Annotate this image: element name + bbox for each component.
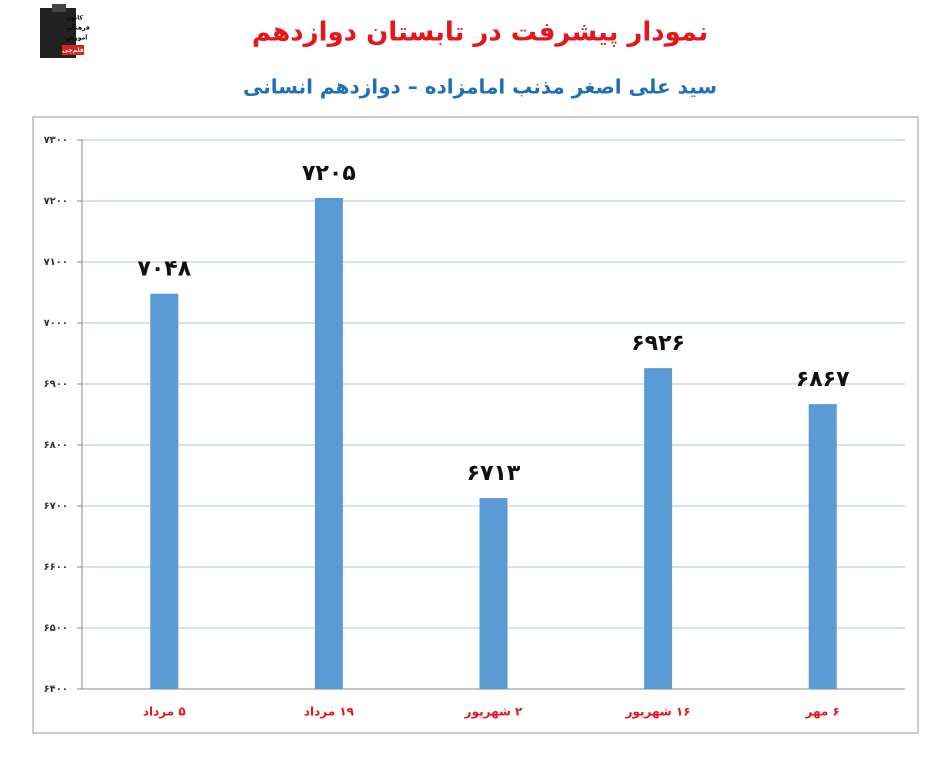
logo-text: آموزش — [66, 33, 88, 42]
logo-cap — [52, 4, 66, 12]
y-tick-label: ۶۶۰۰ — [44, 562, 68, 573]
bar — [808, 404, 837, 689]
logo: کانون فرهنگی آموزش قلم‌چی — [40, 4, 90, 58]
y-tick-label: ۷۱۰۰ — [44, 257, 68, 268]
logo-text: فرهنگی — [66, 24, 90, 32]
chart-subtitle: سید علی اصغر مذنب امامزاده – دوازدهم انس… — [243, 75, 717, 99]
y-tick-label: ۷۰۰۰ — [44, 318, 68, 329]
x-tick-label: ۱۹ مرداد — [304, 705, 355, 719]
y-tick-label: ۶۹۰۰ — [44, 379, 68, 390]
bar — [314, 197, 343, 689]
y-tick-label: ۶۷۰۰ — [44, 501, 68, 512]
bar — [479, 498, 508, 689]
y-tick-label: ۶۵۰۰ — [44, 623, 68, 634]
y-tick-label: ۶۴۰۰ — [44, 684, 68, 695]
bar — [150, 293, 179, 689]
data-label: ۷۲۰۵ — [302, 161, 356, 186]
x-tick-label: ۲ شهریور — [464, 705, 523, 720]
bar — [644, 368, 673, 689]
logo-text: کانون — [66, 15, 83, 22]
x-tick-label: ۱۶ شهریور — [625, 705, 691, 720]
chart-title: نمودار پیشرفت در تابستان دوازدهم — [252, 18, 708, 48]
data-label: ۷۰۴۸ — [137, 257, 191, 282]
data-label: ۶۸۶۷ — [796, 367, 850, 392]
x-tick-label: ۶ مهر — [805, 705, 840, 719]
x-tick-label: ۵ مرداد — [143, 705, 186, 719]
logo-text: قلم‌چی — [62, 47, 84, 54]
y-tick-label: ۷۳۰۰ — [44, 135, 68, 146]
logo-badge — [62, 45, 84, 55]
data-label: ۶۹۲۶ — [631, 331, 685, 356]
y-tick-label: ۶۸۰۰ — [44, 440, 68, 451]
data-label: ۶۷۱۳ — [467, 461, 521, 486]
chart-frame — [32, 116, 919, 734]
y-tick-label: ۷۲۰۰ — [44, 196, 68, 207]
